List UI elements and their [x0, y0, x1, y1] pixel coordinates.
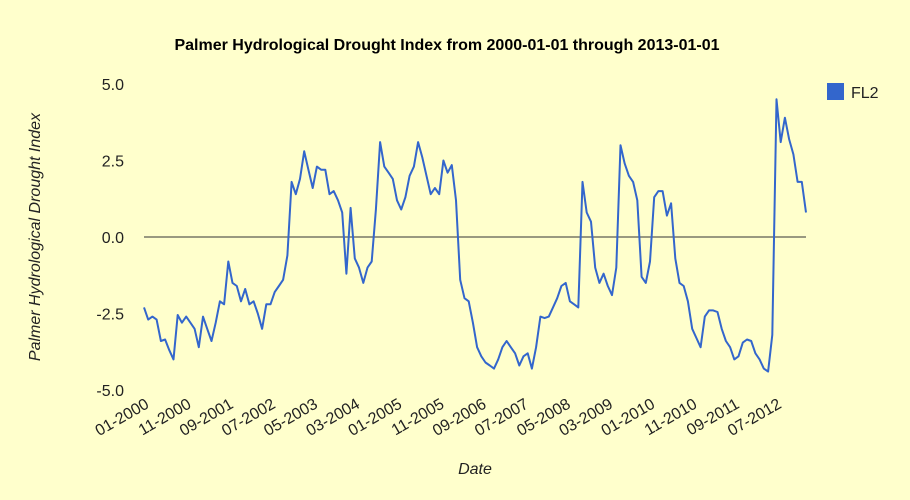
series-group	[143, 98, 807, 373]
y-tick-label: 5.0	[102, 77, 124, 94]
y-axis-title: Palmer Hydrological Drought Index	[27, 112, 44, 361]
series-line-fl2	[143, 98, 807, 373]
chart-title: Palmer Hydrological Drought Index from 2…	[174, 37, 719, 54]
y-tick-label: -5.0	[96, 383, 124, 400]
y-tick-label: 2.5	[102, 154, 124, 171]
y-tick-label: -2.5	[96, 307, 124, 324]
legend: FL2	[827, 83, 879, 102]
x-axis-title: Date	[458, 461, 492, 478]
x-axis-ticks: 01-200011-200009-200107-200205-200303-20…	[93, 396, 785, 440]
y-tick-label: 0.0	[102, 230, 124, 247]
legend-swatch-fl2	[827, 83, 844, 100]
y-axis-ticks: 5.0 2.5 0.0 -2.5 -5.0	[96, 77, 124, 400]
legend-label-fl2: FL2	[851, 85, 879, 102]
